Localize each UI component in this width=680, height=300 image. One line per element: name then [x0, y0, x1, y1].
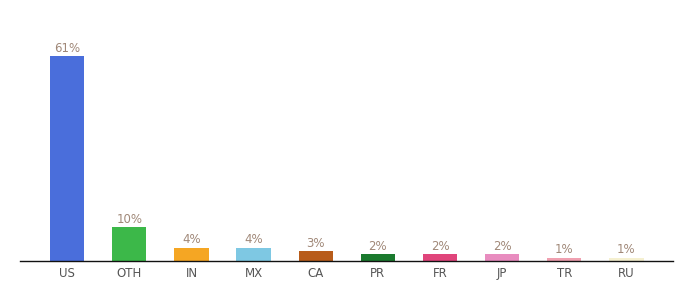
Bar — [174, 248, 209, 261]
Text: 61%: 61% — [54, 42, 80, 55]
Bar — [50, 56, 84, 261]
Bar — [547, 258, 581, 261]
Text: 10%: 10% — [116, 213, 142, 226]
Text: 1%: 1% — [555, 243, 574, 256]
Bar — [361, 254, 395, 261]
Text: 3%: 3% — [307, 237, 325, 250]
Bar — [237, 248, 271, 261]
Bar — [609, 258, 643, 261]
Text: 2%: 2% — [369, 240, 387, 253]
Text: 2%: 2% — [493, 240, 511, 253]
Bar — [423, 254, 457, 261]
Text: 1%: 1% — [617, 243, 636, 256]
Bar — [299, 251, 333, 261]
Bar — [485, 254, 520, 261]
Text: 4%: 4% — [244, 233, 263, 246]
Text: 2%: 2% — [430, 240, 449, 253]
Bar — [112, 227, 146, 261]
Text: 4%: 4% — [182, 233, 201, 246]
